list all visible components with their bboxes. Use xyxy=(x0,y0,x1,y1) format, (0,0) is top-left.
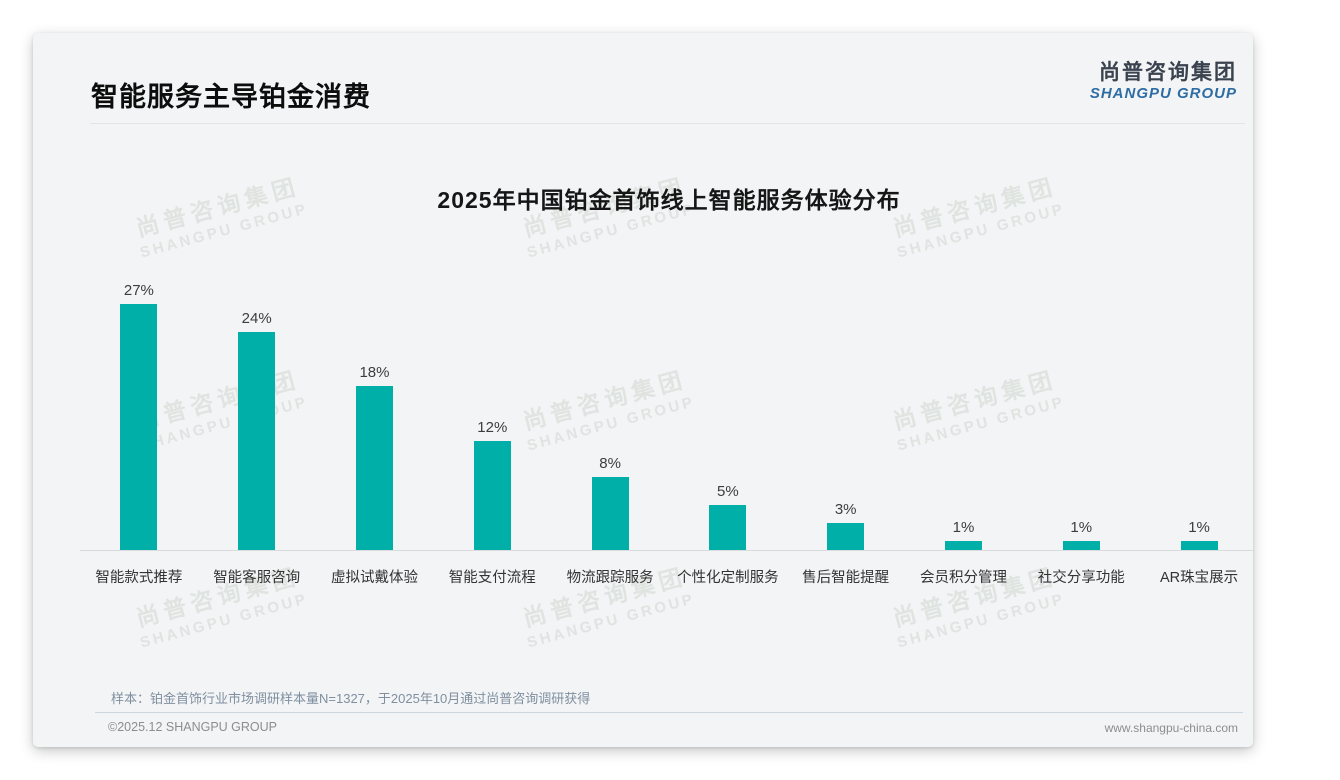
logo-english-text: SHANGPU GROUP xyxy=(1089,85,1237,103)
bar xyxy=(1062,540,1100,550)
bar-column: 8% xyxy=(551,271,669,550)
footer-copyright: ©2025.12 SHANGPU GROUP xyxy=(108,720,277,734)
footer-website: www.shangpu-china.com xyxy=(1104,721,1238,735)
category-label: 智能客服咨询 xyxy=(213,570,301,586)
chart-title: 2025年中国铂金首饰线上智能服务体验分布 xyxy=(437,187,901,213)
bar-value-label: 3% xyxy=(834,500,857,518)
bar-value-label: 1% xyxy=(1188,518,1210,536)
bar xyxy=(709,504,747,550)
bar xyxy=(827,522,865,550)
bar xyxy=(591,477,629,550)
category-label: 虚拟试戴体验 xyxy=(330,570,418,586)
bar-value-label: 1% xyxy=(952,518,975,536)
bar-value-label: 5% xyxy=(717,482,739,500)
bar-column: 1% xyxy=(1140,271,1253,550)
bar-column: 27% xyxy=(80,271,198,550)
logo-chinese-text: 尚普咨询集团 xyxy=(1099,61,1237,84)
bar-column: 1% xyxy=(905,271,1023,550)
bar xyxy=(238,331,276,550)
bar-column: 18% xyxy=(316,271,434,550)
bar-column: 5% xyxy=(669,271,787,550)
category-label: 智能支付流程 xyxy=(448,570,536,586)
bar xyxy=(944,540,982,550)
company-logo: 尚普咨询集团 SHANGPU GROUP xyxy=(1090,61,1237,102)
category-label: 售后智能提醒 xyxy=(802,570,890,586)
category-label: 个性化定制服务 xyxy=(677,570,779,586)
bar-value-label: 24% xyxy=(241,309,272,327)
category-label: 物流跟踪服务 xyxy=(566,570,654,586)
bar-column: 1% xyxy=(1022,271,1140,550)
bar-column: 12% xyxy=(433,271,551,550)
bar-column: 3% xyxy=(787,271,905,550)
bar-value-label: 1% xyxy=(1070,518,1093,536)
watermark-english-text: SHANGPU GROUP xyxy=(138,590,310,652)
watermark-english-text: SHANGPU GROUP xyxy=(895,590,1067,652)
category-label: AR珠宝展示 xyxy=(1159,570,1239,586)
header-divider xyxy=(90,123,1245,124)
bar-value-label: 18% xyxy=(359,364,390,382)
bar xyxy=(355,386,393,550)
footer-divider xyxy=(95,712,1243,713)
page-title: 智能服务主导铂金消费 xyxy=(91,82,371,112)
watermark-english-text: SHANGPU GROUP xyxy=(525,590,697,652)
category-label: 会员积分管理 xyxy=(919,570,1007,586)
slide-card: 尚普咨询集团 SHANGPU GROUP 尚普咨询集团 SHANGPU GROUP 尚普… xyxy=(33,33,1253,747)
bars-row: 27% 24% 18% 12% 8% 5% 3% 1% 1% 1% xyxy=(80,271,1253,551)
bar xyxy=(120,304,158,550)
bar-column: 24% xyxy=(198,271,316,550)
bar-value-label: 12% xyxy=(477,418,508,436)
sample-footnote: 样本：铂金首饰行业市场调研样本量N=1327，于2025年10月通过尚普咨询调研… xyxy=(111,691,591,706)
bar-value-label: 27% xyxy=(123,282,154,300)
bar xyxy=(1180,540,1218,550)
bar-value-label: 8% xyxy=(599,455,621,473)
category-axis: 智能款式推荐 智能客服咨询 虚拟试戴体验 智能支付流程 物流跟踪服务 个性化定制服务 售后智… xyxy=(80,551,1253,587)
category-label: 智能款式推荐 xyxy=(95,570,183,586)
category-label: 社交分享功能 xyxy=(1037,570,1125,586)
bar xyxy=(473,440,511,550)
bar-chart: 27% 24% 18% 12% 8% 5% 3% 1% 1% 1% 智能款式推荐 智能客服咨询 虚拟试… xyxy=(80,271,1253,587)
